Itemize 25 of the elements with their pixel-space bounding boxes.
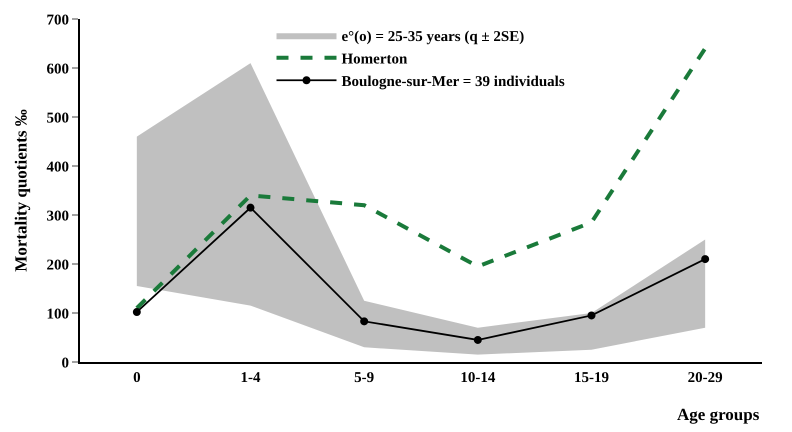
point — [588, 311, 596, 320]
legend-label: Homerton — [342, 52, 408, 68]
x-tick-label: 20-29 — [688, 370, 723, 386]
x-tick-label: 1-4 — [240, 370, 261, 386]
point — [132, 308, 141, 316]
x-tick-label: 15-19 — [574, 370, 609, 386]
y-tick-label: 0 — [62, 355, 69, 372]
y-axis-title: Mortality quotients ‰ — [12, 109, 31, 272]
point — [701, 255, 710, 264]
y-tick-label: 200 — [46, 257, 69, 274]
x-axis-title: Age groups — [677, 405, 760, 424]
point — [474, 336, 482, 344]
x-tick-label: 0 — [133, 370, 141, 386]
legend-label: e°(o) = 25-35 years (q ± 2SE) — [342, 29, 524, 46]
point — [360, 317, 368, 326]
y-tick-label: 500 — [46, 110, 69, 126]
y-tick-label: 400 — [46, 159, 69, 176]
y-tick-label: 600 — [46, 61, 69, 78]
y-tick-label: 100 — [46, 306, 69, 322]
point — [246, 204, 254, 212]
legend-label: Boulogne-sur-Mer = 39 individuals — [342, 74, 565, 90]
y-tick-label: 300 — [46, 208, 69, 224]
y-tick-label: 700 — [46, 12, 69, 28]
x-tick-label: 5-9 — [354, 370, 374, 386]
x-tick-label: 10-14 — [460, 370, 496, 386]
